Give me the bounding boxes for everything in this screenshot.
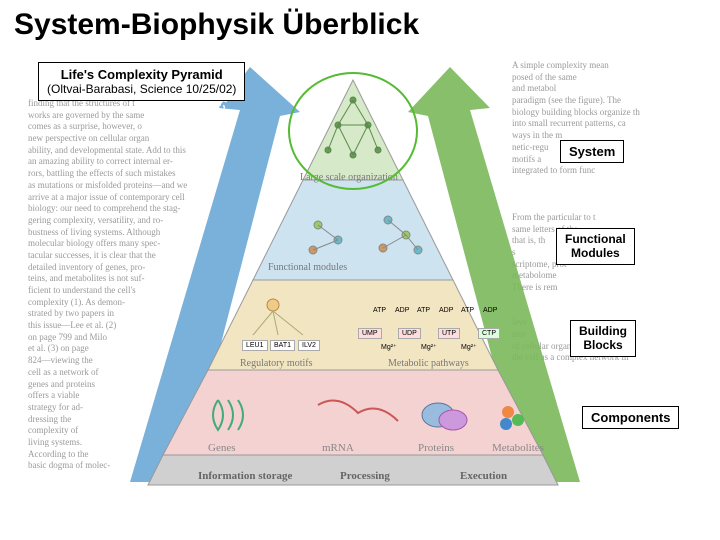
motif-leu1: LEU1 [242,340,268,351]
base-proc: Processing [340,470,390,482]
col-metabolites: Metabolites [492,442,544,454]
tag-functional-modules: FunctionalModules [556,228,635,265]
band-label-met: Metabolic pathways [388,358,469,369]
band-label-mid: Functional modules [268,262,347,273]
col-proteins: Proteins [418,442,454,454]
tag-building-blocks: BuildingBlocks [570,320,636,357]
motif-udp: UDP [398,328,421,339]
motif-adp3: ADP [480,306,500,315]
pyramid-title-line2: (Oltvai-Barabasi, Science 10/25/02) [47,82,236,96]
motif-mg3: Mg²⁺ [458,342,480,352]
motif-utp: UTP [438,328,460,339]
tag-components: Components [582,406,679,429]
highlight-circle [288,72,418,190]
motif-adp1: ADP [392,306,412,315]
base-exec: Execution [460,470,507,482]
base-info: Information storage [198,470,292,482]
motif-atp2: ATP [414,306,433,315]
motif-ilv2: ILV2 [298,340,320,351]
slide-title: System-Biophysik Überblick [0,0,720,50]
tag-system: System [560,140,624,163]
pyramid-title-box: Life's Complexity Pyramid (Oltvai-Baraba… [38,62,245,101]
motif-mg1: Mg²⁺ [378,342,400,352]
motif-bat1: BAT1 [270,340,295,351]
motif-atp3: ATP [458,306,477,315]
col-mrna: mRNA [322,442,354,454]
motif-adp2: ADP [436,306,456,315]
band-label-reg: Regulatory motifs [240,358,313,369]
motif-atp1: ATP [370,306,389,315]
motif-ump: UMP [358,328,382,339]
pyramid-title-line1: Life's Complexity Pyramid [47,67,236,82]
col-genes: Genes [208,442,236,454]
motif-ctp: CTP [478,328,500,339]
motif-mg2: Mg²⁺ [418,342,440,352]
